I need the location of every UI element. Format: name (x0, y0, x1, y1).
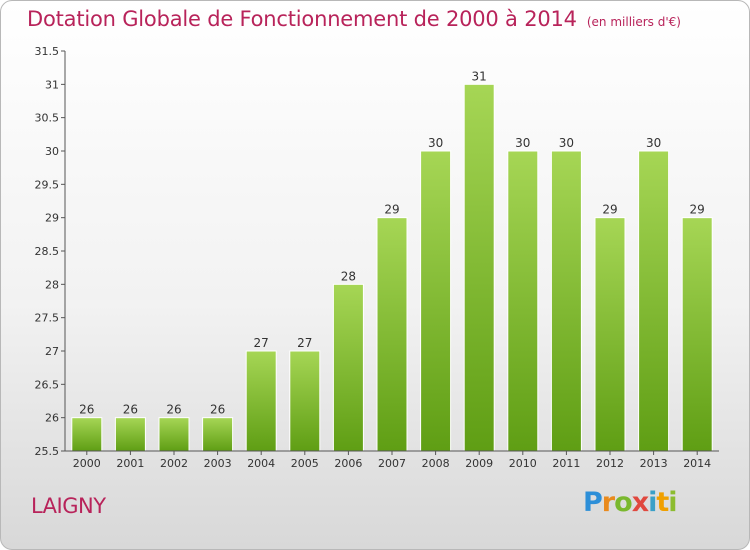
bar-2003 (202, 417, 234, 452)
bar-value-label: 31 (472, 69, 487, 83)
y-tick-label: 31 (45, 78, 59, 91)
x-tick-label: 2002 (160, 457, 188, 470)
bar-2009 (463, 83, 495, 452)
proxiti-logo: Proxiti (583, 487, 678, 518)
bar-2007 (376, 217, 408, 452)
y-tick-label: 29 (45, 212, 59, 225)
y-tick-label: 26.5 (35, 378, 60, 391)
chart-subtitle: (en milliers d'€) (586, 15, 681, 29)
x-tick-label: 2004 (247, 457, 275, 470)
x-tick-label: 2007 (378, 457, 406, 470)
logo-letter: i (668, 487, 677, 518)
bar-2011 (550, 150, 582, 452)
y-tick-label: 31.5 (35, 45, 60, 58)
x-tick-label: 2005 (291, 457, 319, 470)
bar-2005 (289, 350, 321, 452)
bar-value-label: 30 (559, 136, 574, 150)
y-tick-label: 25.5 (35, 445, 60, 458)
commune-name: LAIGNY (31, 494, 106, 518)
y-tick-label: 30.5 (35, 112, 60, 125)
x-axis: 2000 2001 2002 2003 2004 2005 2006 2007 2008 2009… (65, 450, 719, 470)
x-tick-label: 2011 (552, 457, 580, 470)
bar-2010 (507, 150, 539, 452)
bar-value-label: 30 (428, 136, 443, 150)
bar-2000 (71, 417, 103, 452)
x-tick-label: 2001 (116, 457, 144, 470)
bar-2014 (681, 217, 713, 452)
x-tick-label: 2012 (596, 457, 624, 470)
bar-value-label: 26 (79, 403, 94, 417)
bar-value-label: 26 (123, 403, 138, 417)
y-tick-label: 28 (45, 278, 59, 291)
bar-value-label: 27 (254, 336, 269, 350)
chart-title: Dotation Globale de Fonctionnement de 20… (27, 7, 681, 31)
logo-letter: P (583, 487, 603, 518)
bar-value-label: 26 (210, 403, 225, 417)
y-tick-label: 29.5 (35, 178, 60, 191)
bar-value-label: 29 (384, 203, 399, 217)
y-tick-label: 27 (45, 345, 59, 358)
logo-letter: r (601, 487, 615, 518)
x-tick-label: 2003 (204, 457, 232, 470)
x-tick-label: 2013 (640, 457, 668, 470)
x-tick-label: 2009 (465, 457, 493, 470)
bar-2004 (245, 350, 277, 452)
bar-value-label: 28 (341, 269, 356, 283)
bar-2008 (420, 150, 452, 452)
bar-2006 (332, 283, 364, 452)
logo-letter: t (656, 487, 669, 518)
bar-2001 (114, 417, 146, 452)
bar-2012 (594, 217, 626, 452)
x-tick-label: 2010 (509, 457, 537, 470)
bar-2002 (158, 417, 190, 452)
y-tick-label: 27.5 (35, 312, 60, 325)
logo-letter: x (631, 487, 649, 518)
bar-2013 (638, 150, 670, 452)
logo-letter: i (648, 487, 657, 518)
y-tick-label: 28.5 (35, 245, 60, 258)
bar-value-label: 26 (166, 403, 181, 417)
y-tick-label: 26 (45, 412, 59, 425)
y-tick-label: 30 (45, 145, 59, 158)
bar-value-label: 29 (690, 203, 705, 217)
x-tick-label: 2008 (422, 457, 450, 470)
bar-value-label: 27 (297, 336, 312, 350)
bars: 26 26 26 26 27 27 28 29 30 31 30 30 29 30 29 (71, 69, 713, 452)
x-tick-label: 2006 (334, 457, 362, 470)
bar-value-label: 30 (515, 136, 530, 150)
logo-letter: o (614, 487, 633, 518)
y-axis: 25.5 26 26.5 27 27.5 28 28.5 29 29.5 30 30.5 31 31.5 (35, 45, 66, 458)
x-tick-label: 2014 (683, 457, 711, 470)
bar-value-label: 30 (646, 136, 661, 150)
x-tick-label: 2000 (73, 457, 101, 470)
bar-value-label: 29 (602, 203, 617, 217)
